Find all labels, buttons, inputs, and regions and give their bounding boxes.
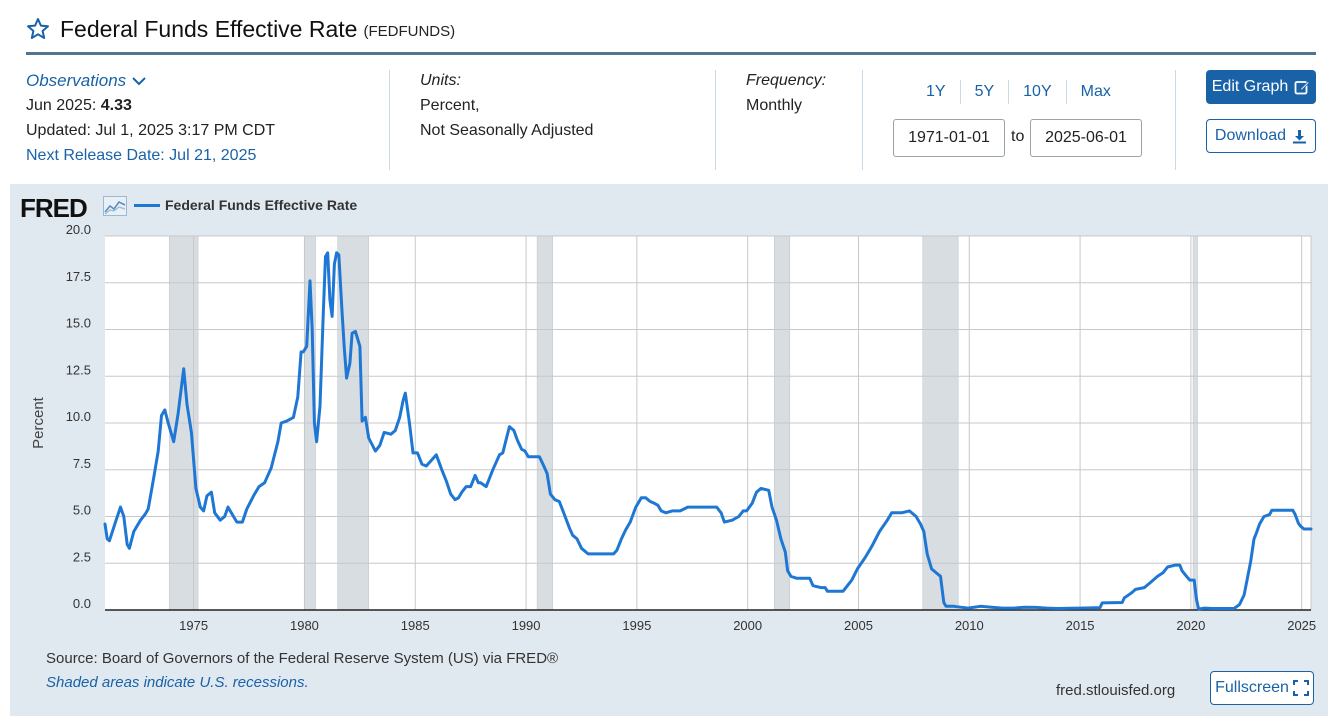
page-title: Federal Funds Effective Rate [60,15,358,42]
x-tick-label: 1985 [401,618,430,633]
y-tick-label: 20.0 [66,222,91,237]
divider [389,70,390,170]
site-link[interactable]: fred.stlouisfed.org [1056,682,1176,699]
observations-dropdown[interactable]: Observations [26,68,275,93]
range-max-button[interactable]: Max [1080,83,1111,100]
observations-label: Observations [26,71,127,90]
divider [1175,70,1176,170]
x-tick-label: 2025 [1287,618,1316,633]
x-tick-label: 2015 [1066,618,1095,633]
range-5y-button[interactable]: 5Y [961,80,1010,104]
updated-text: Updated: Jul 1, 2025 3:17 PM CDT [26,122,276,139]
edit-icon [1294,80,1311,95]
chart-legend: Federal Funds Effective Rate [134,197,357,213]
units-line2: Not Seasonally Adjusted [420,122,594,139]
y-tick-label: 10.0 [66,409,91,424]
fullscreen-icon [1292,680,1309,696]
series-line-fedfunds [103,251,1313,611]
y-tick-label: 0.0 [73,596,91,611]
y-tick-label: 15.0 [66,316,91,331]
y-tick-label: 7.5 [73,456,91,471]
x-tick-label: 1980 [290,618,319,633]
title-divider [26,52,1316,55]
download-label: Download [1214,127,1287,144]
y-tick-label: 2.5 [73,549,91,564]
fullscreen-label: Fullscreen [1215,679,1289,696]
edit-graph-button[interactable]: Edit Graph [1206,70,1316,104]
x-tick-label: 1975 [179,618,208,633]
fullscreen-button[interactable]: Fullscreen [1210,671,1314,705]
download-button[interactable]: Download [1206,119,1316,153]
x-tick-label: 2010 [955,618,984,633]
observations-panel: Observations Jun 2025: 4.33 Updated: Jul… [26,68,275,168]
source-text: Source: Board of Governors of the Federa… [46,650,559,667]
latest-observation: Jun 2025: 4.33 [26,93,275,118]
units-line1: Percent, [420,97,480,114]
range-1y-button[interactable]: 1Y [912,80,961,104]
x-tick-label: 2005 [844,618,873,633]
latest-value: 4.33 [100,97,132,114]
chart-line-icon [103,196,127,216]
x-tick-label: 2000 [733,618,762,633]
next-release-link[interactable]: Next Release Date: Jul 21, 2025 [26,147,257,164]
y-axis-label: Percent [30,396,47,449]
divider [862,70,863,170]
frequency-panel: Frequency: Monthly [746,68,826,118]
latest-date: Jun 2025: [26,97,97,114]
frequency-value: Monthly [746,97,803,114]
range-10y-button[interactable]: 10Y [1009,80,1067,104]
series-id: (FEDFUNDS) [363,22,456,40]
fred-logo: FRED [20,193,88,224]
legend-swatch [134,203,160,207]
date-separator: to [1011,128,1025,145]
start-date-input[interactable]: 1971-01-01 [893,119,1005,157]
title-row: Federal Funds Effective Rate (FEDFUNDS) [26,14,455,44]
x-tick-label: 1995 [622,618,651,633]
chevron-down-icon [132,76,146,85]
x-tick-label: 1990 [512,618,541,633]
download-icon [1293,129,1307,143]
recession-note: Shaded areas indicate U.S. recessions. [46,674,309,691]
x-tick-label: 2020 [1176,618,1205,633]
legend-label: Federal Funds Effective Rate [165,197,358,213]
star-outline-icon[interactable] [26,17,50,41]
y-tick-label: 12.5 [66,362,91,377]
units-label: Units: [420,72,461,89]
divider [715,70,716,170]
end-date-input[interactable]: 2025-06-01 [1030,119,1142,157]
edit-graph-label: Edit Graph [1211,78,1289,95]
frequency-label: Frequency: [746,72,827,89]
units-panel: Units: Percent, Not Seasonally Adjusted [420,68,593,143]
range-selector: 1Y 5Y 10Y Max [912,80,1125,104]
y-tick-label: 17.5 [66,269,91,284]
fred-logo-text: FRED [20,193,88,223]
y-tick-label: 5.0 [73,503,91,518]
